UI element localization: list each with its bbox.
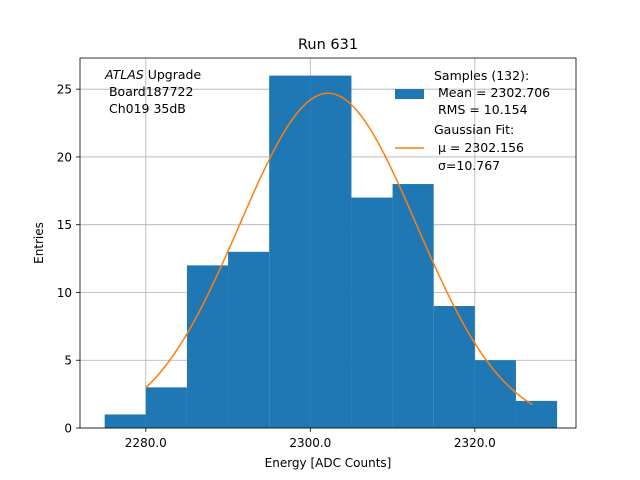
x-tick-label: 2320.0 bbox=[454, 436, 496, 450]
histogram-bars bbox=[104, 75, 558, 428]
gaussian-fit-curve bbox=[145, 92, 533, 406]
histogram-bar bbox=[145, 387, 187, 428]
legend-fit-sigma: σ=10.767 bbox=[434, 158, 500, 173]
y-tick-label: 20 bbox=[57, 150, 72, 164]
histogram-bar bbox=[228, 251, 270, 428]
histogram-bar bbox=[433, 306, 475, 428]
legend-samples-patch bbox=[395, 89, 424, 99]
y-tick-label: 5 bbox=[64, 354, 72, 368]
x-axis-ticks: 2280.0 2300.0 2320.0 bbox=[125, 428, 496, 450]
histogram-bar bbox=[474, 360, 516, 428]
annotation-atlas: ATLAS bbox=[104, 67, 144, 82]
legend-fit-mu: μ = 2302.156 bbox=[434, 140, 524, 155]
annotation-upgrade: Upgrade bbox=[144, 67, 202, 82]
histogram-bar bbox=[515, 400, 558, 428]
y-tick-label: 15 bbox=[57, 218, 72, 232]
legend: Samples (132): Mean = 2302.706 RMS = 10.… bbox=[395, 68, 550, 173]
y-axis-label: Entries bbox=[32, 222, 46, 264]
annotation-board: Board187722 bbox=[105, 84, 193, 99]
legend-samples-title: Samples (132): bbox=[434, 68, 529, 83]
histogram-bar bbox=[310, 75, 352, 428]
annotation-line-1: ATLAS Upgrade bbox=[104, 67, 201, 82]
x-tick-label: 2280.0 bbox=[125, 436, 167, 450]
y-tick-label: 0 bbox=[64, 422, 72, 436]
legend-samples-mean: Mean = 2302.706 bbox=[434, 85, 550, 100]
y-tick-label: 25 bbox=[57, 83, 72, 97]
x-tick-label: 2300.0 bbox=[289, 436, 331, 450]
plot-frame bbox=[79, 57, 577, 429]
histogram-bar bbox=[392, 184, 434, 428]
x-axis-label: Energy [ADC Counts] bbox=[265, 456, 392, 470]
atlas-annotation: ATLAS Upgrade Board187722 Ch019 35dB bbox=[104, 67, 201, 116]
histogram-bar bbox=[186, 265, 229, 428]
annotation-channel: Ch019 35dB bbox=[105, 101, 186, 116]
histogram-bar bbox=[104, 414, 146, 428]
chart-title: Run 631 bbox=[298, 37, 358, 53]
histogram-bar bbox=[269, 75, 311, 428]
legend-samples-rms: RMS = 10.154 bbox=[434, 102, 528, 117]
legend-fit-title: Gaussian Fit: bbox=[434, 122, 514, 137]
histogram-bar bbox=[351, 197, 393, 428]
y-tick-label: 10 bbox=[57, 286, 72, 300]
y-axis-ticks: 0 5 10 15 20 25 bbox=[57, 83, 80, 436]
